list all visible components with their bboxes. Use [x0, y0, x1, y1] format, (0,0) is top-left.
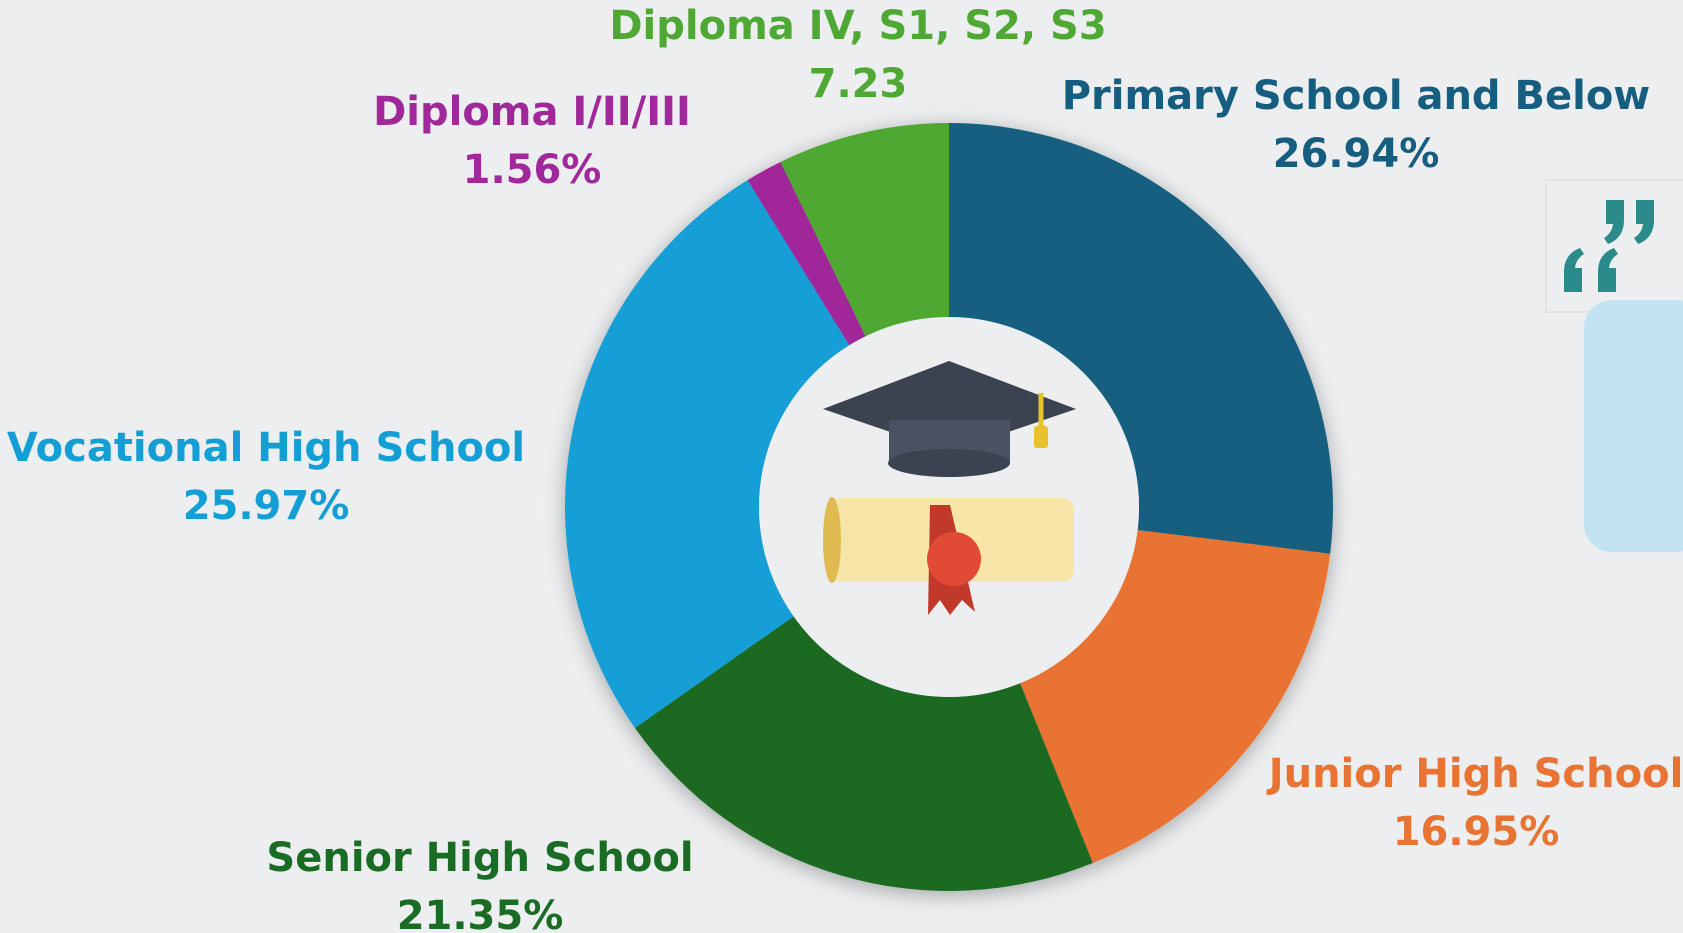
donut-segment — [780, 123, 949, 337]
value-label: 21.35% — [397, 893, 564, 933]
value-label: 25.97% — [183, 483, 350, 529]
donut-segment — [1020, 530, 1331, 864]
donut-segment — [634, 616, 1093, 892]
category-label: Vocational High School — [7, 425, 525, 471]
category-label: Junior High School — [1266, 751, 1683, 797]
category-label: Primary School and Below — [1062, 73, 1651, 119]
value-label: 7.23 — [809, 61, 908, 107]
donut-segment — [949, 123, 1333, 554]
quote-card — [1545, 179, 1683, 552]
graduation-icon — [823, 361, 1076, 615]
value-label: 1.56% — [463, 147, 602, 193]
value-label: 16.95% — [1393, 809, 1560, 855]
category-label: Diploma IV, S1, S2, S3 — [609, 3, 1106, 49]
value-label: 26.94% — [1273, 131, 1440, 177]
category-label: Senior High School — [266, 835, 693, 881]
donut — [564, 123, 1333, 892]
donut-segment — [747, 161, 866, 346]
donut-segment — [564, 180, 850, 728]
category-label: Diploma I/II/III — [373, 89, 691, 135]
